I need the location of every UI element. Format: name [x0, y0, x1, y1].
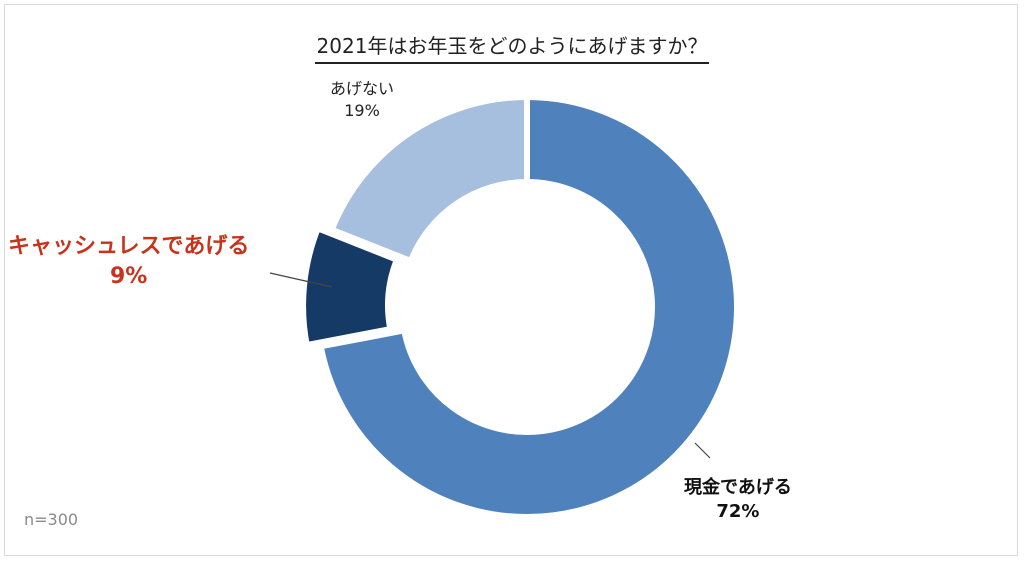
sample-size-note: n=300 — [24, 510, 79, 529]
slice-value-cashless: 9% — [109, 263, 148, 289]
slice-label-cashless: キャッシュレスであげる 9% — [8, 232, 249, 291]
slice-label-none: あげない 19% — [330, 78, 394, 121]
slice-label-cash: 現金であげる 72% — [684, 476, 792, 525]
slice-name-cashless: キャッシュレスであげる — [8, 234, 250, 259]
leader-line-cash — [694, 442, 711, 459]
slice-value-cash: 72% — [716, 501, 760, 523]
slice-none — [327, 93, 530, 265]
slice-cash — [317, 93, 740, 520]
chart-title-text: 2021年はお年玉をどのようにあげますか？ — [314, 34, 710, 64]
leader-line-cashless — [269, 272, 333, 288]
slice-value-none: 19% — [344, 100, 380, 120]
slice-name-none: あげない — [330, 79, 395, 98]
slice-name-cash: 現金であげる — [684, 477, 792, 498]
chart-title: 2021年はお年玉をどのようにあげますか？ — [0, 30, 1024, 64]
slice-cashless — [300, 224, 401, 349]
